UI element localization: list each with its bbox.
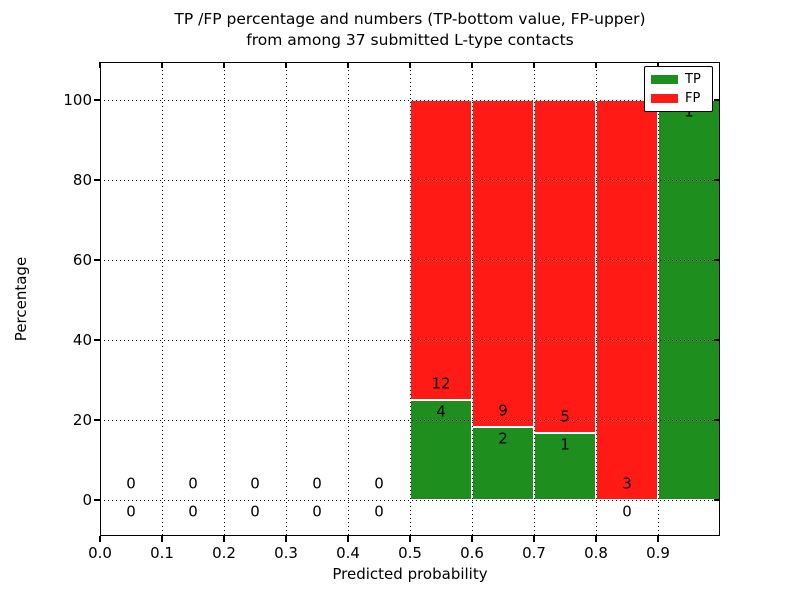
x-tick-top [409, 62, 411, 68]
y-tick-right [714, 99, 720, 101]
x-tick-top [471, 62, 473, 68]
y-tick-left [94, 499, 100, 501]
y-tick-label: 40 [72, 331, 92, 349]
fp-count-label: 0 [312, 474, 322, 493]
y-tick-left [94, 259, 100, 261]
y-axis-label: Percentage [12, 256, 30, 342]
legend-swatch-tp-icon [651, 75, 678, 84]
y-tick-left [94, 419, 100, 421]
y-tick-label: 80 [72, 171, 92, 189]
fp-count-label: 0 [126, 474, 136, 493]
tp-count-label: 0 [374, 502, 384, 521]
bar-segment-tp [658, 100, 720, 500]
y-tick-label: 60 [72, 251, 92, 269]
y-tick-right [714, 179, 720, 181]
x-tick-top [99, 62, 101, 68]
chart-title-line2: from among 37 submitted L-type contacts [246, 31, 574, 49]
tp-count-label: 0 [126, 502, 136, 521]
tp-count-label: 0 [622, 502, 632, 521]
x-tick-label: 0.7 [522, 544, 546, 562]
y-tick-label: 20 [72, 411, 92, 429]
bar-segment-tp [472, 427, 534, 500]
x-tick-bottom [99, 536, 101, 542]
bar-segment-fp [534, 100, 596, 434]
x-tick-label: 0.1 [150, 544, 174, 562]
x-tick-label: 0.5 [398, 544, 422, 562]
y-tick-right [714, 499, 720, 501]
y-tick-label: 100 [63, 91, 92, 109]
bar-segment-tp [410, 400, 472, 500]
x-tick-label: 0.4 [336, 544, 360, 562]
x-tick-top [161, 62, 163, 68]
x-tick-top [285, 62, 287, 68]
legend-swatch-fp-icon [651, 94, 678, 103]
x-tick-label: 0.3 [274, 544, 298, 562]
x-tick-label: 0.8 [584, 544, 608, 562]
tp-count-label: 0 [188, 502, 198, 521]
fp-count-label: 9 [498, 401, 508, 420]
x-tick-bottom [285, 536, 287, 542]
bar-segment-fp [596, 100, 658, 500]
chart-title-line1: TP /FP percentage and numbers (TP-bottom… [174, 10, 646, 28]
x-tick-bottom [409, 536, 411, 542]
x-tick-bottom [161, 536, 163, 542]
x-tick-top [595, 62, 597, 68]
bar-segment-tp [534, 433, 596, 500]
y-tick-left [94, 179, 100, 181]
x-gridline [285, 62, 287, 536]
x-tick-bottom [347, 536, 349, 542]
x-gridline [657, 62, 659, 536]
x-tick-bottom [223, 536, 225, 542]
bar-segment-fp [472, 100, 534, 428]
legend-item-tp: TP [651, 73, 706, 86]
chart-title: TP /FP percentage and numbers (TP-bottom… [100, 9, 720, 51]
fp-count-label: 0 [188, 474, 198, 493]
legend-item-fp: FP [651, 92, 706, 105]
x-axis-label: Predicted probability [332, 565, 488, 583]
legend-label-tp: TP [685, 72, 701, 87]
plot-area: 000000000012492513001 [100, 62, 720, 536]
y-tick-right [714, 259, 720, 261]
fp-count-label: 0 [374, 474, 384, 493]
tp-count-label: 1 [560, 435, 570, 454]
x-gridline [533, 62, 535, 536]
x-tick-label: 0.6 [460, 544, 484, 562]
legend: TP FP [644, 66, 713, 112]
tp-count-label: 4 [436, 402, 446, 421]
x-tick-top [347, 62, 349, 68]
x-tick-label: 0.0 [88, 544, 112, 562]
x-tick-label: 0.9 [646, 544, 670, 562]
x-gridline [223, 62, 225, 536]
tp-count-label: 0 [250, 502, 260, 521]
x-gridline [161, 62, 163, 536]
bar-segment-fp [410, 100, 472, 400]
fp-count-label: 3 [622, 474, 632, 493]
fp-count-label: 12 [431, 374, 451, 393]
x-tick-top [223, 62, 225, 68]
legend-label-fp: FP [685, 91, 701, 106]
x-tick-bottom [657, 536, 659, 542]
x-tick-top [657, 62, 659, 68]
fp-count-label: 0 [250, 474, 260, 493]
y-tick-right [714, 419, 720, 421]
x-gridline [347, 62, 349, 536]
y-tick-label: 0 [82, 491, 92, 509]
x-gridline [409, 62, 411, 536]
tp-count-label: 2 [498, 429, 508, 448]
x-tick-bottom [595, 536, 597, 542]
y-tick-left [94, 99, 100, 101]
y-tick-left [94, 339, 100, 341]
x-gridline [595, 62, 597, 536]
x-tick-bottom [533, 536, 535, 542]
x-gridline [471, 62, 473, 536]
x-tick-label: 0.2 [212, 544, 236, 562]
fp-count-label: 5 [560, 407, 570, 426]
x-tick-top [533, 62, 535, 68]
tp-count-label: 0 [312, 502, 322, 521]
y-tick-right [714, 339, 720, 341]
x-tick-bottom [471, 536, 473, 542]
